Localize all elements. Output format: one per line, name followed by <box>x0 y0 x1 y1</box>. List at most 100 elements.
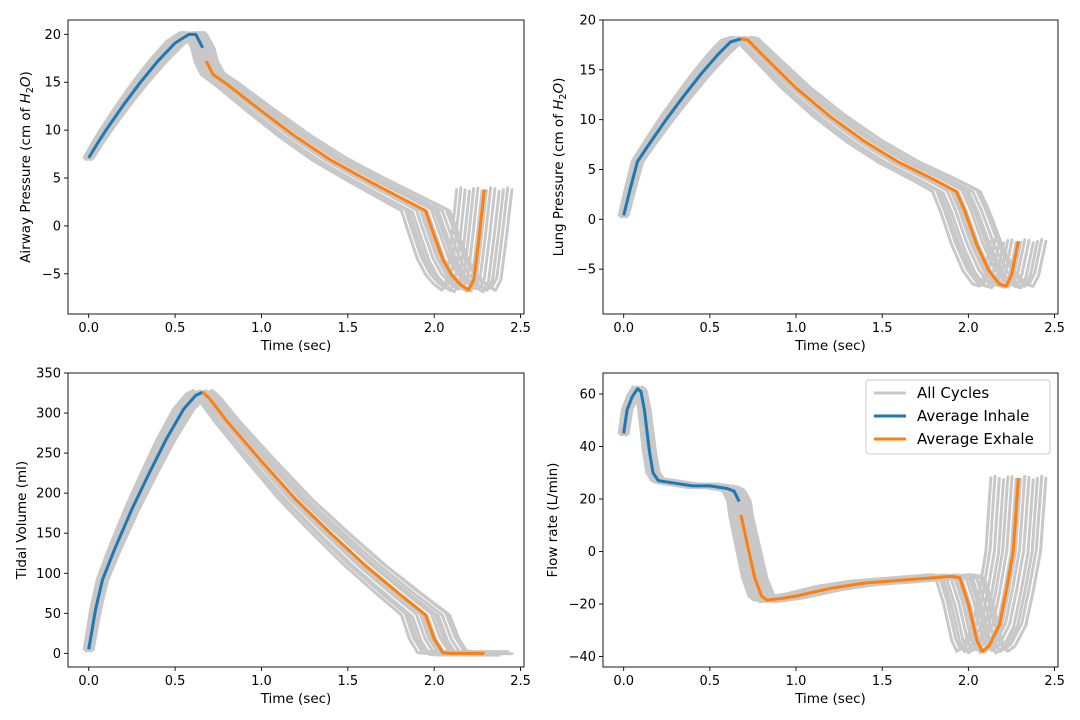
airway-pressure-panel: 0.0 0.5 1.0 1.5 2.0 2.5 −5 0 5 10 15 20 Time (sec)… <box>18 19 531 354</box>
airway-x-tick-label: 1.0 <box>251 321 272 336</box>
legend: All Cycles Average Inhale Average Exhale <box>865 379 1051 455</box>
airway-plot-frame <box>67 19 525 315</box>
airway-x-ticks: 0.0 0.5 1.0 1.5 2.0 2.5 <box>78 314 531 336</box>
airway-y-tick-label: −5 <box>42 267 61 282</box>
lung-y-axis-label: Lung Pressure (cm of H2O) <box>551 78 569 257</box>
airway-x-tick-label: 2.0 <box>424 321 445 336</box>
airway-average-inhale-line <box>87 32 205 159</box>
airway-x-tick-label: 0.5 <box>165 321 186 336</box>
volume-cycle-line <box>91 390 514 656</box>
lung-x-tick-label: 2.0 <box>958 321 979 336</box>
lung-ylabel-o: O <box>551 83 567 94</box>
flow-x-tick-label: 0.5 <box>700 674 721 689</box>
volume-x-axis-label: Time (sec) <box>260 691 332 707</box>
lung-x-tick-label: 0.0 <box>613 321 634 336</box>
lung-pressure-panel: 0.0 0.5 1.0 1.5 2.0 2.5 −5 0 5 10 15 20 Time (sec)… <box>551 14 1065 355</box>
lung-ylabel-h: H <box>551 100 567 110</box>
lung-x-tick-label: 2.5 <box>1044 321 1065 336</box>
flow-plot-frame <box>602 372 1059 668</box>
lung-average-inhale-line <box>622 37 742 216</box>
airway-ylabel-main: Airway Pressure (cm of <box>18 103 34 263</box>
airway-average-exhale-line <box>204 60 486 292</box>
lung-series-group <box>622 37 1020 288</box>
flow-y-axis-label: Flow rate (L/min) <box>545 463 561 578</box>
airway-x-axis-label: Time (sec) <box>260 338 332 354</box>
airway-x-tick-label: 2.5 <box>510 321 531 336</box>
volume-x-tick-label: 1.5 <box>337 674 358 689</box>
airway-y-tick-label: 20 <box>44 28 61 43</box>
lung-ylabel-sub2: 2 <box>558 94 569 100</box>
volume-x-tick-label: 0.0 <box>78 674 99 689</box>
flow-x-tick-label: 0.0 <box>613 674 634 689</box>
volume-series-group <box>87 390 485 655</box>
volume-y-tick-label: 350 <box>36 367 61 382</box>
lung-ylabel-close: ) <box>551 78 567 83</box>
flow-series-group <box>622 387 1020 653</box>
lung-y-tick-label: 20 <box>579 14 596 29</box>
flow-y-tick-label: −40 <box>569 650 596 665</box>
volume-x-tick-label: 2.5 <box>510 674 531 689</box>
volume-average-exhale-line <box>201 391 485 655</box>
volume-x-tick-label: 2.0 <box>424 674 445 689</box>
lung-plot-frame <box>602 19 1059 315</box>
lung-y-tick-label: 15 <box>579 63 596 78</box>
airway-ylabel-o: O <box>18 76 34 87</box>
lung-cycle-line <box>626 37 1048 288</box>
volume-x-tick-label: 0.5 <box>165 674 186 689</box>
flow-rate-panel: 0.0 0.5 1.0 1.5 2.0 2.5 −40 −20 0 20 40 60 Time (s… <box>545 372 1065 707</box>
volume-plot-frame <box>67 372 525 668</box>
airway-y-axis-label: Airway Pressure (cm of H2O) <box>18 71 36 263</box>
flow-y-tick-label: 60 <box>579 388 596 403</box>
volume-y-tick-label: 250 <box>36 447 61 462</box>
flow-y-ticks: −40 −20 0 20 40 60 <box>569 388 603 665</box>
flow-x-tick-label: 2.5 <box>1044 674 1065 689</box>
airway-ylabel-sub2: 2 <box>25 87 36 93</box>
flow-average-inhale-line <box>622 387 741 503</box>
airway-y-tick-label: 10 <box>44 124 61 139</box>
flow-y-tick-label: −20 <box>569 598 596 613</box>
flow-x-tick-label: 2.0 <box>958 674 979 689</box>
flow-y-tick-label: 40 <box>579 440 596 455</box>
lung-x-tick-label: 1.0 <box>786 321 807 336</box>
flow-x-tick-label: 1.0 <box>786 674 807 689</box>
lung-y-ticks: −5 0 5 10 15 20 <box>577 14 603 278</box>
legend-label-average-inhale: Average Inhale <box>917 407 1029 425</box>
flow-x-ticks: 0.0 0.5 1.0 1.5 2.0 2.5 <box>613 667 1065 689</box>
lung-x-ticks: 0.0 0.5 1.0 1.5 2.0 2.5 <box>613 314 1065 336</box>
flow-x-tick-label: 1.5 <box>872 674 893 689</box>
airway-y-ticks: −5 0 5 10 15 20 <box>42 28 68 282</box>
legend-label-average-exhale: Average Exhale <box>917 430 1034 448</box>
airway-ylabel-close: ) <box>18 71 34 76</box>
volume-y-tick-label: 200 <box>36 487 61 502</box>
lung-y-tick-label: 5 <box>588 163 596 178</box>
legend-box <box>865 379 1051 455</box>
lung-average-exhale-line <box>740 37 1020 288</box>
flow-x-axis-label: Time (sec) <box>794 691 866 707</box>
volume-y-tick-label: 50 <box>44 607 61 622</box>
volume-y-tick-label: 100 <box>36 567 61 582</box>
volume-average-inhale-line <box>87 390 204 650</box>
flow-average-exhale-line <box>739 477 1020 653</box>
airway-x-tick-label: 1.5 <box>337 321 358 336</box>
airway-cycle-line <box>91 33 514 292</box>
lung-y-tick-label: −5 <box>577 263 596 278</box>
airway-series-group <box>87 32 486 292</box>
lung-ylabel-main: Lung Pressure (cm of <box>551 110 567 257</box>
volume-y-ticks: 0 50 100 150 200 250 300 350 <box>36 367 68 662</box>
flow-y-tick-label: 20 <box>579 493 596 508</box>
lung-x-tick-label: 1.5 <box>872 321 893 336</box>
flow-cycle-line <box>626 387 1048 653</box>
legend-label-all-cycles: All Cycles <box>917 384 989 402</box>
volume-x-tick-label: 1.0 <box>251 674 272 689</box>
tidal-volume-panel: 0.0 0.5 1.0 1.5 2.0 2.5 0 50 100 150 200 250 300 350… <box>14 367 531 708</box>
volume-x-ticks: 0.0 0.5 1.0 1.5 2.0 2.5 <box>78 667 531 689</box>
volume-y-axis-label: Tidal Volume (ml) <box>14 461 30 580</box>
lung-x-axis-label: Time (sec) <box>794 338 866 354</box>
volume-y-tick-label: 0 <box>53 647 61 662</box>
lung-y-tick-label: 10 <box>579 113 596 128</box>
volume-y-tick-label: 150 <box>36 527 61 542</box>
flow-y-tick-label: 0 <box>588 545 596 560</box>
volume-y-tick-label: 300 <box>36 407 61 422</box>
airway-y-tick-label: 5 <box>53 172 61 187</box>
